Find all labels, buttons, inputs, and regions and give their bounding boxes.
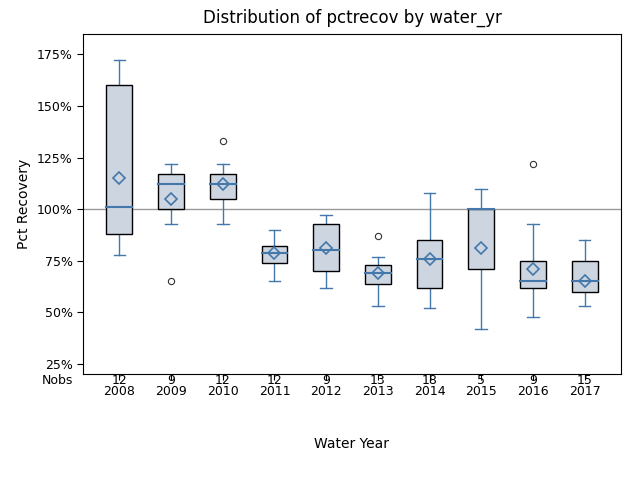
- Text: 5: 5: [477, 374, 485, 387]
- Bar: [158, 174, 184, 209]
- Text: 9: 9: [322, 374, 330, 387]
- X-axis label: Water Year: Water Year: [314, 437, 390, 451]
- Y-axis label: Pct Recovery: Pct Recovery: [17, 159, 31, 249]
- Bar: [210, 174, 236, 199]
- Bar: [520, 261, 546, 288]
- Bar: [468, 209, 494, 269]
- Bar: [106, 85, 132, 234]
- Bar: [572, 261, 598, 292]
- Bar: [365, 265, 391, 284]
- Text: 12: 12: [111, 374, 127, 387]
- Text: 12: 12: [215, 374, 230, 387]
- Text: 18: 18: [422, 374, 438, 387]
- Text: 9: 9: [529, 374, 537, 387]
- Title: Distribution of pctrecov by water_yr: Distribution of pctrecov by water_yr: [203, 9, 501, 27]
- Bar: [417, 240, 442, 288]
- Text: 13: 13: [370, 374, 386, 387]
- Bar: [313, 224, 339, 271]
- Text: 12: 12: [267, 374, 282, 387]
- Text: 15: 15: [577, 374, 593, 387]
- Bar: [262, 246, 287, 263]
- Text: Nobs: Nobs: [42, 374, 73, 387]
- Text: 9: 9: [167, 374, 175, 387]
